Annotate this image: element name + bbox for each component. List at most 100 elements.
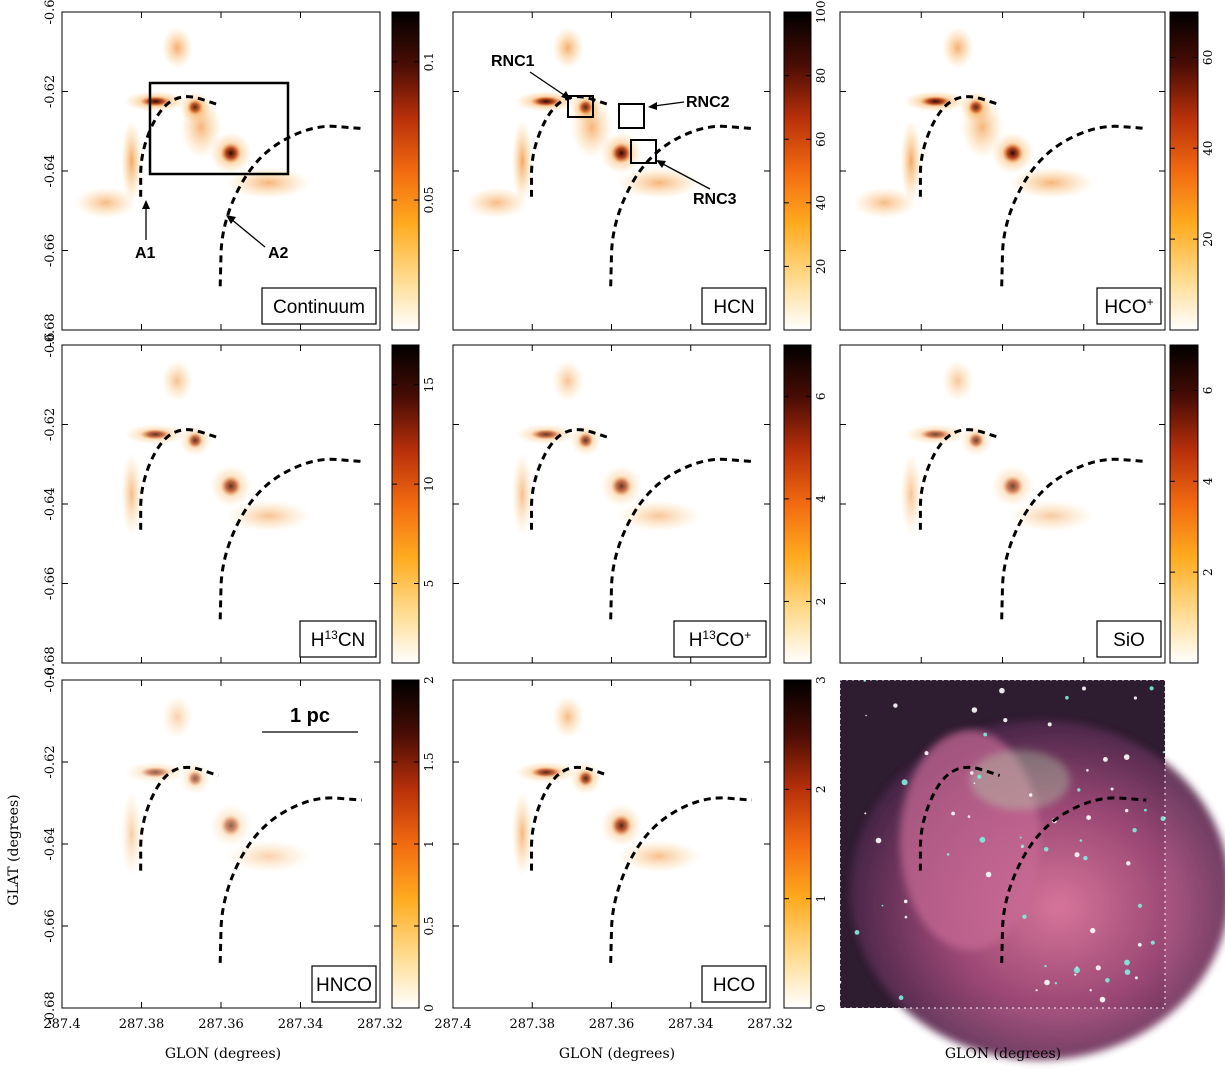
y-tick-label: -0.6 <box>43 332 58 357</box>
y-tick-label: -0.66 <box>43 234 58 267</box>
emission-core <box>139 429 171 440</box>
colorbar <box>783 11 812 331</box>
emission-core <box>919 429 952 440</box>
star <box>1149 686 1154 691</box>
emission-core <box>187 770 203 787</box>
star <box>893 703 898 708</box>
emission-clump <box>121 452 142 536</box>
arc-label-a2: A2 <box>268 245 289 262</box>
star <box>1134 976 1138 980</box>
star <box>970 771 974 775</box>
star <box>1090 927 1096 934</box>
arrowhead-a2 <box>226 215 236 224</box>
colorbar-tick-label: 2 <box>422 676 436 684</box>
emission-clump <box>571 96 613 159</box>
star <box>1133 696 1137 700</box>
arc-a2 <box>218 457 362 620</box>
arrowhead-rnc1 <box>561 91 571 100</box>
x-tick-label: 287.36 <box>198 1017 244 1032</box>
star <box>1044 979 1050 986</box>
emission-clump <box>227 500 310 532</box>
star <box>1110 787 1114 791</box>
star <box>1124 969 1131 975</box>
panel-label: H13CO+ <box>689 628 752 651</box>
star <box>971 707 978 713</box>
panel-label: HCO <box>713 975 755 996</box>
panel-label-box <box>701 965 767 1003</box>
colorbar-tick-label: 10 <box>422 476 436 491</box>
colorbar-tick-label: 20 <box>1201 232 1215 247</box>
panel-h13cn: -0.6 -0.62 -0.64 -0.66 -0.68 5 10 15 H13CN <box>43 332 436 679</box>
arc-a2 <box>609 457 752 620</box>
emission-core <box>187 432 203 449</box>
star <box>881 904 884 907</box>
emission-clump <box>161 360 193 402</box>
arc-a2 <box>1000 457 1147 620</box>
emission-core <box>530 767 562 778</box>
star <box>1022 914 1027 919</box>
y-tick-label: -0.64 <box>43 827 58 860</box>
panel-label-box <box>1096 287 1162 325</box>
emission-clump <box>552 360 584 402</box>
panel-label-box <box>299 620 377 658</box>
colorbar <box>391 344 420 664</box>
arrowhead-a1 <box>142 200 150 209</box>
star <box>946 853 950 856</box>
star <box>1137 942 1142 947</box>
star <box>1105 978 1110 983</box>
emission-core <box>1002 475 1024 497</box>
emission-core <box>578 770 594 787</box>
star <box>1020 844 1025 848</box>
panel-label-box <box>1096 620 1162 658</box>
colorbar-tick-label: 6 <box>814 392 828 400</box>
colorbar <box>1169 11 1199 331</box>
arrowhead-rnc3 <box>656 160 666 168</box>
star <box>1047 722 1052 727</box>
zoom-box <box>148 81 290 176</box>
y-tick-label: -0.6 <box>43 0 58 25</box>
emission-clump <box>1008 500 1094 532</box>
emission-clump <box>900 119 922 203</box>
colorbar-tick-label: 15 <box>422 377 436 392</box>
x-tick-label: 287.34 <box>668 1017 714 1032</box>
panel-label: HNCO <box>316 975 372 996</box>
panel-label-box <box>261 287 377 325</box>
star <box>1160 816 1166 822</box>
star <box>1082 686 1086 691</box>
panel-hco: 287.4 287.38 287.36 287.34 287.32 0 1 2 3 HCO <box>434 676 828 1032</box>
star <box>1077 788 1081 792</box>
emission-clump <box>853 187 917 219</box>
colorbar-tick-label: 4 <box>1201 477 1215 485</box>
nebula-green-rim <box>970 750 1070 810</box>
star <box>1103 757 1108 762</box>
star <box>1132 828 1137 833</box>
y-tick-label: -0.6 <box>43 667 58 692</box>
panel-label: HCN <box>713 297 754 318</box>
colorbar-tick-label: 0.05 <box>422 187 436 214</box>
star <box>1029 793 1033 797</box>
panel-hcn: 20 40 60 80 100 HCN <box>452 1 828 331</box>
emission-clump <box>617 167 701 199</box>
star <box>1099 996 1106 1003</box>
colorbar-tick-label: 20 <box>814 259 828 274</box>
emission-core <box>611 814 632 837</box>
label-rnc1: RNC1 <box>491 53 535 70</box>
colorbar-tick-label: 3 <box>814 676 828 684</box>
arc-label-a1: A1 <box>135 245 156 262</box>
panels-layer: -0.6-0.62-0.64-0.66-0.680.050.1Continuum… <box>43 0 1225 1060</box>
emission-core <box>1002 142 1024 164</box>
star <box>904 915 908 919</box>
arrowhead-rnc2 <box>648 102 657 110</box>
star <box>1019 836 1022 839</box>
star <box>903 899 908 904</box>
colorbar-tick-label: 1 <box>422 840 436 848</box>
colorbar-tick-label: 60 <box>814 132 828 147</box>
colorbar-tick-label: 80 <box>814 68 828 83</box>
colorbar <box>391 11 420 331</box>
colorbar <box>783 679 812 1009</box>
arc-a1 <box>139 765 219 871</box>
panel-hco: 20 40 60 HCO+ <box>839 11 1215 331</box>
rgb-frame <box>839 679 1166 1009</box>
